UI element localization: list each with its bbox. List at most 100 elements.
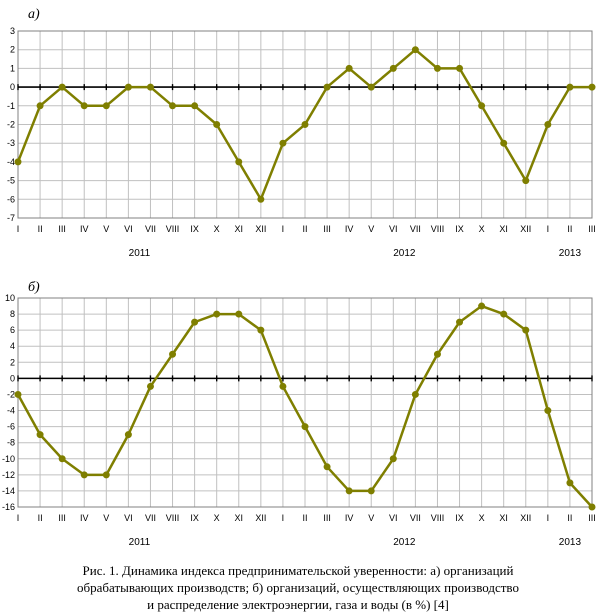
data-point <box>124 431 132 439</box>
x-tick-label: III <box>58 513 66 523</box>
x-tick-label: XI <box>499 224 508 234</box>
data-point <box>169 350 177 358</box>
x-tick-label: XI <box>235 224 244 234</box>
data-point <box>279 139 287 147</box>
y-tick-label: -3 <box>7 138 15 148</box>
data-point <box>36 102 44 110</box>
x-tick-label: X <box>214 513 220 523</box>
x-tick-label: X <box>479 224 485 234</box>
y-tick-label: -2 <box>7 120 15 130</box>
data-point <box>14 390 22 398</box>
data-point <box>80 471 88 479</box>
data-point <box>301 121 309 128</box>
x-tick-label: IX <box>455 513 464 523</box>
x-tick-label: IV <box>80 513 89 523</box>
data-point <box>191 102 199 110</box>
x-tick-label: IX <box>190 513 199 523</box>
y-tick-label: 1 <box>10 63 15 73</box>
y-tick-label: -5 <box>7 176 15 186</box>
x-tick-label: III <box>58 224 66 234</box>
x-tick-label: VII <box>410 513 421 523</box>
x-tick-label: XII <box>255 224 266 234</box>
x-tick-label: IV <box>345 513 354 523</box>
y-tick-label: -14 <box>2 486 15 496</box>
x-tick-label: III <box>323 513 331 523</box>
data-point <box>544 407 552 415</box>
x-tick-label: IV <box>80 224 89 234</box>
data-point <box>124 83 132 91</box>
x-tick-label: XI <box>499 513 508 523</box>
data-point <box>588 83 596 91</box>
plot-border <box>17 30 593 219</box>
data-point <box>235 310 243 318</box>
x-tick-label: V <box>103 513 109 523</box>
plot-border <box>17 297 593 508</box>
x-tick-label: III <box>323 224 331 234</box>
x-tick-label: IX <box>190 224 199 234</box>
x-tick-label: VIII <box>431 224 445 234</box>
x-tick-label: III <box>588 224 596 234</box>
data-point <box>522 326 530 334</box>
y-tick-label: -6 <box>7 422 15 432</box>
x-tick-label: I <box>547 513 550 523</box>
x-tick-label: XI <box>235 513 244 523</box>
x-tick-label: V <box>368 224 374 234</box>
x-tick-label: VIII <box>431 513 445 523</box>
data-point <box>58 455 66 463</box>
data-point <box>58 83 66 91</box>
x-tick-label: VIII <box>166 513 180 523</box>
caption-line-3: и распределение электроэнергии, газа и в… <box>147 597 449 612</box>
data-point <box>522 177 530 185</box>
y-tick-label: -16 <box>2 502 15 512</box>
data-point <box>389 64 397 72</box>
x-tick-label: XII <box>520 513 531 523</box>
y-tick-label: -12 <box>2 470 15 480</box>
data-point <box>478 302 486 310</box>
x-tick-label: IV <box>345 224 354 234</box>
data-point <box>411 390 419 398</box>
figure-caption: Рис. 1. Динамика индекса предприниматель… <box>0 562 596 613</box>
caption-line-1: Рис. 1. Динамика индекса предприниматель… <box>82 563 514 578</box>
data-point <box>102 471 110 479</box>
y-tick-label: 2 <box>10 45 15 55</box>
y-tick-label: 3 <box>10 26 15 36</box>
x-tick-label: II <box>302 224 307 234</box>
x-tick-label: VII <box>410 224 421 234</box>
caption-line-2: обрабатывающих производств; б) организац… <box>77 580 519 595</box>
data-point <box>80 102 88 110</box>
x-tick-label: VI <box>124 224 133 234</box>
year-label: 2011 <box>129 537 151 548</box>
data-point <box>544 121 552 128</box>
y-tick-label: 0 <box>10 373 15 383</box>
y-tick-label: -4 <box>7 406 15 416</box>
data-point <box>191 318 199 326</box>
x-tick-label: V <box>103 224 109 234</box>
data-point <box>213 121 221 128</box>
year-label: 2012 <box>393 537 416 548</box>
y-tick-label: -8 <box>7 438 15 448</box>
year-label: 2013 <box>559 248 582 259</box>
y-tick-label: -1 <box>7 101 15 111</box>
x-tick-label: I <box>282 513 285 523</box>
data-point <box>279 382 287 390</box>
data-point <box>411 46 419 54</box>
year-label: 2013 <box>559 537 582 548</box>
x-tick-label: II <box>38 513 43 523</box>
y-tick-label: -7 <box>7 213 15 223</box>
data-point <box>146 83 154 91</box>
y-tick-label: 6 <box>10 325 15 335</box>
x-tick-label: IX <box>455 224 464 234</box>
data-point <box>456 318 464 326</box>
data-point <box>566 83 574 91</box>
data-point <box>102 102 110 110</box>
x-tick-label: I <box>282 224 285 234</box>
year-label: 2012 <box>393 248 416 259</box>
y-tick-label: -4 <box>7 157 15 167</box>
data-point <box>500 310 508 318</box>
panel-a-label: а) <box>28 7 40 22</box>
data-point <box>301 423 309 431</box>
y-tick-label: 0 <box>10 82 15 92</box>
data-point <box>367 487 375 495</box>
data-point <box>456 64 464 72</box>
x-tick-label: VIII <box>166 224 180 234</box>
